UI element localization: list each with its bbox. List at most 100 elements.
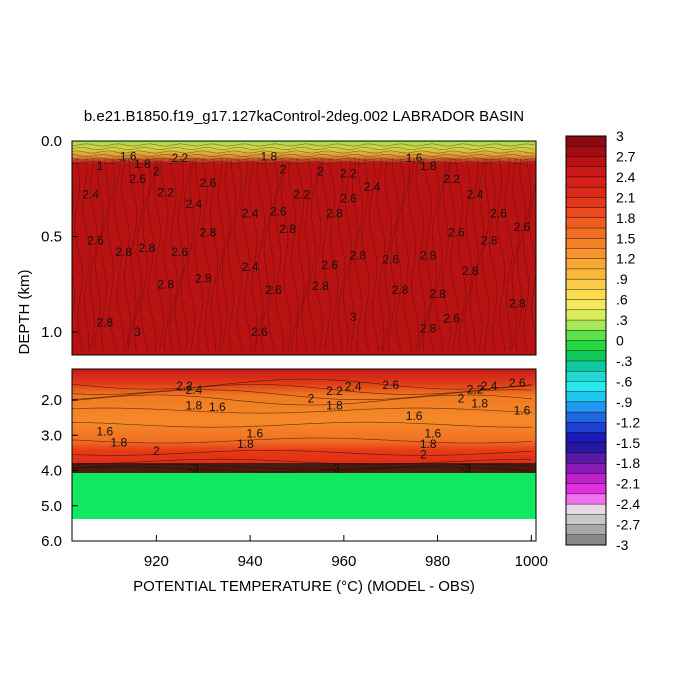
colorbar-swatch xyxy=(565,340,607,352)
x-tick-label: 940 xyxy=(238,553,263,570)
colorbar-tick-label: -2.1 xyxy=(616,476,640,492)
contour-line xyxy=(202,158,211,352)
contour-label: 1.8 xyxy=(471,397,488,411)
colorbar-swatch xyxy=(565,146,607,157)
contour-label: 2.8 xyxy=(420,249,437,263)
chart-title: b.e21.B1850.f19_g17.127kaControl-2deg.00… xyxy=(84,108,524,125)
contour-line xyxy=(194,158,203,352)
contour-line xyxy=(515,158,526,352)
contour-label: 1.8 xyxy=(261,149,278,163)
contour-line xyxy=(308,158,319,352)
colorbar-tick-label: 3 xyxy=(616,128,624,144)
contour-line xyxy=(113,158,125,352)
contour-line xyxy=(382,158,393,352)
contour-line xyxy=(100,158,110,352)
contour-line xyxy=(72,378,533,390)
contour-label: 2.2 xyxy=(443,172,460,186)
contour-label: 2 xyxy=(458,391,465,405)
contour-line xyxy=(328,158,339,352)
x-tick-label: 920 xyxy=(144,553,169,570)
contour-line xyxy=(127,158,138,352)
contour-label: 2.6 xyxy=(321,258,338,272)
contour-line xyxy=(169,158,178,352)
colorbar-swatch xyxy=(565,258,607,270)
contour-line xyxy=(482,158,490,352)
contour-line xyxy=(210,158,218,352)
contour-label: 2.6 xyxy=(448,226,465,240)
colorbar-swatch xyxy=(565,524,607,536)
contour-line xyxy=(72,458,532,465)
colorbar-swatch xyxy=(565,135,607,147)
contour-label: 1.6 xyxy=(514,404,531,418)
contour-label: 2.4 xyxy=(82,188,99,202)
contour-label: 2.2 xyxy=(467,382,484,396)
contour-line xyxy=(255,158,265,352)
contour-label: 1.8 xyxy=(134,157,151,171)
colorbar-tick-label: -3 xyxy=(616,537,629,553)
contour-label: 2.8 xyxy=(139,241,156,255)
contour-line xyxy=(510,158,520,352)
colorbar-tick-label: -1.8 xyxy=(616,455,640,471)
contour-line xyxy=(281,158,292,352)
upper-contour-lines xyxy=(72,143,536,352)
contour-label: 2.4 xyxy=(364,180,381,194)
colorbar-swatch xyxy=(565,289,607,301)
colorbar-tick-label: -.3 xyxy=(616,353,633,369)
contour-line xyxy=(147,158,157,352)
x-axis: 920 940 960 980 1000 xyxy=(144,535,548,570)
colorbar-swatch xyxy=(565,503,607,515)
contour-line xyxy=(369,158,379,352)
contour-line xyxy=(107,158,117,352)
upper-panel-frame xyxy=(71,140,537,356)
contour-line xyxy=(275,158,284,352)
contour-line xyxy=(455,158,466,352)
y-tick-label: 5.0 xyxy=(41,498,62,515)
contour-line xyxy=(72,464,533,470)
contour-label: 1.6 xyxy=(406,409,423,423)
contour-line xyxy=(348,158,358,352)
contour-label: 2.4 xyxy=(242,260,259,274)
contour-label: 2.4 xyxy=(186,197,203,211)
contour-label: 2 xyxy=(308,391,315,405)
colorbar-swatch xyxy=(565,238,607,249)
upper-panel: 11.61.822.22.42.62.22.42.61.822.22.62 2.2… xyxy=(41,133,537,356)
contour-line xyxy=(72,154,535,157)
contour-label: 1.8 xyxy=(420,437,437,451)
y-tick-label: 0.0 xyxy=(41,133,62,150)
contour-line xyxy=(354,158,363,352)
contour-line xyxy=(448,158,459,352)
colorbar-swatch xyxy=(565,207,607,219)
contour-label: 2.8 xyxy=(279,222,296,236)
contour-line xyxy=(221,158,231,352)
contour-label: 2.8 xyxy=(312,279,329,293)
lower-contour-lines xyxy=(72,378,533,473)
lower-empty-layer xyxy=(72,519,536,541)
contour-line xyxy=(72,161,535,164)
colorbar-tick-label: .6 xyxy=(616,292,628,308)
colorbar-swatch xyxy=(565,217,607,229)
colorbar-swatch xyxy=(565,534,607,546)
upper-y-axis: 0.0 0.5 1.0 xyxy=(41,133,78,341)
colorbar-swatch xyxy=(565,493,607,505)
contour-label: -3 xyxy=(189,462,200,476)
contour-label: 2.2 xyxy=(326,384,343,398)
contour-line xyxy=(435,158,446,352)
colorbar-tick-label: 2.4 xyxy=(616,169,636,185)
contour-line xyxy=(72,143,535,147)
contour-line xyxy=(72,407,533,414)
lower-panel-field xyxy=(72,369,536,465)
upper-panel-field xyxy=(72,141,536,355)
contour-line xyxy=(121,158,131,352)
lower-contour-labels: 2.22.41.8 1.61.61.821.61.822.2 2.4 2.61.81.… xyxy=(96,376,530,476)
contour-line xyxy=(133,158,145,352)
contour-label: 2.8 xyxy=(392,283,409,297)
colorbar-swatch xyxy=(565,401,607,413)
contour-label: 2.6 xyxy=(340,191,357,205)
contour-line xyxy=(261,158,272,352)
contour-label: 2.8 xyxy=(420,321,437,335)
colorbar-tick-label: 1.5 xyxy=(616,230,636,246)
contour-label: 2.2 xyxy=(171,151,188,165)
contour-line xyxy=(322,158,331,352)
contour-line xyxy=(314,158,323,352)
contour-line xyxy=(376,158,386,352)
